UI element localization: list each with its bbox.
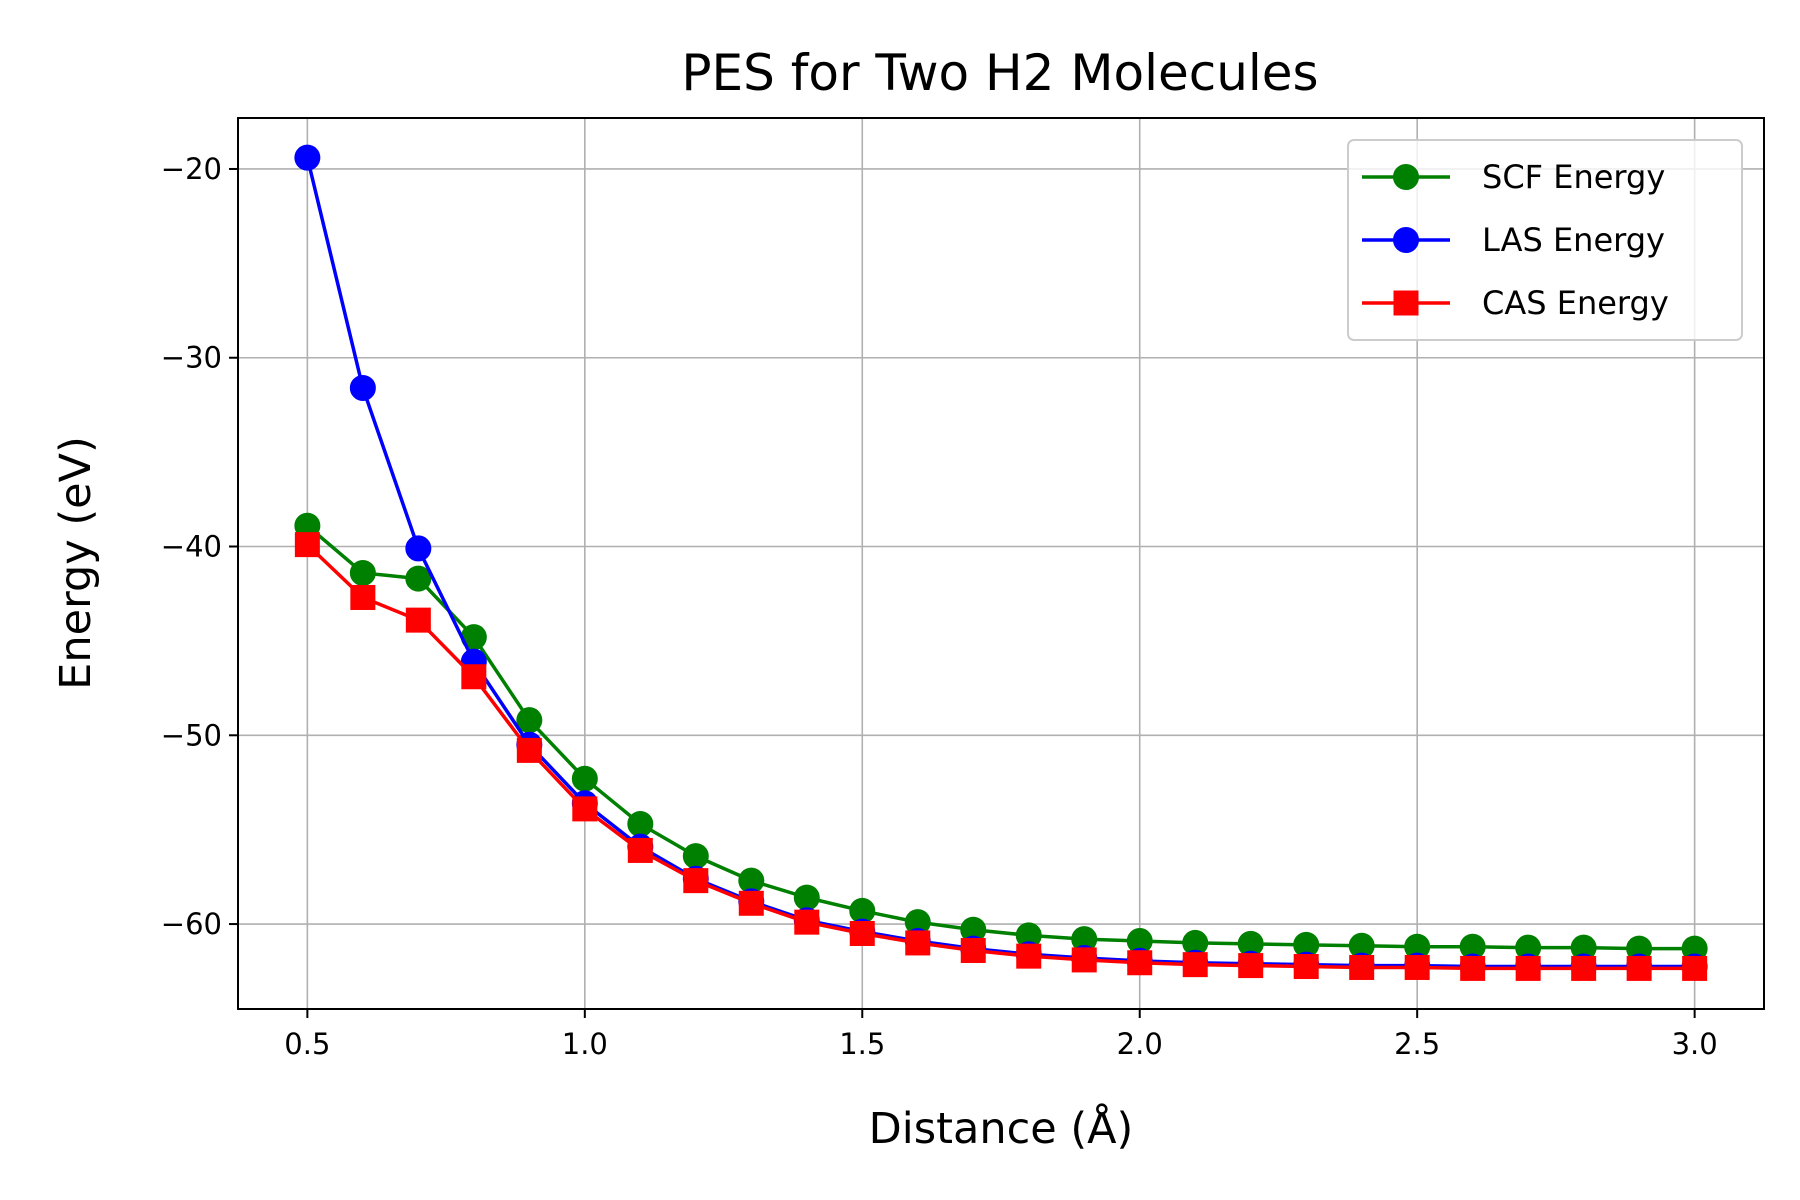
cas-energy-point	[1515, 955, 1541, 981]
y-tick-label: −60	[161, 907, 222, 941]
y-tick-label: −50	[161, 718, 222, 752]
y-axis-label: Energy (eV)	[51, 436, 101, 690]
cas-energy-point	[627, 837, 653, 863]
las-energy-point	[405, 535, 432, 562]
legend-entry-cas-energy: CAS Energy	[1362, 284, 1669, 322]
chart-title: PES for Two H2 Molecules	[681, 44, 1318, 102]
cas-energy-point	[849, 920, 875, 946]
cas-energy-line	[306, 543, 1695, 971]
x-tick-label: 2.0	[1117, 1027, 1163, 1061]
cas-energy-point	[1349, 954, 1375, 980]
x-tick-label: 3.0	[1672, 1027, 1718, 1061]
scf-energy-point	[349, 559, 376, 586]
x-tick-label: 1.5	[839, 1027, 885, 1061]
legend-entry-scf-energy: SCF Energy	[1362, 158, 1665, 196]
cas-energy-point	[905, 930, 931, 956]
las-energy-point	[349, 374, 376, 401]
y-tick-label: −20	[161, 152, 222, 186]
x-axis-label: Distance (Å)	[869, 1103, 1134, 1154]
cas-energy-point	[1238, 953, 1264, 979]
las-energy-point	[294, 144, 321, 171]
legend-frame	[1347, 139, 1743, 341]
cas-energy-point	[1016, 943, 1042, 969]
series-layer	[294, 144, 1708, 981]
cas-energy-point	[1404, 954, 1430, 980]
cas-energy-point	[516, 737, 542, 763]
legend-label: SCF Energy	[1482, 158, 1665, 196]
legend-marker	[1393, 227, 1419, 253]
y-tick-label: −40	[161, 530, 222, 564]
cas-energy-point	[960, 937, 986, 963]
scf-energy-series	[294, 512, 1708, 962]
cas-energy-point	[1626, 955, 1652, 981]
x-tick-label: 2.5	[1394, 1027, 1440, 1061]
legend-marker	[1393, 164, 1419, 190]
x-tick-label: 1.0	[562, 1027, 608, 1061]
y-tick-label: −30	[161, 341, 222, 375]
cas-energy-point	[1127, 950, 1153, 976]
cas-energy-point	[1460, 955, 1486, 981]
x-tick-label: 0.5	[284, 1027, 330, 1061]
scf-energy-point	[682, 843, 709, 870]
scf-energy-point	[793, 884, 820, 911]
cas-energy-point	[350, 584, 376, 610]
cas-energy-point	[461, 664, 487, 690]
cas-energy-series	[294, 532, 1708, 981]
cas-energy-point	[1682, 955, 1708, 981]
scf-energy-point	[571, 765, 598, 792]
legend-entries: SCF Energy LAS Energy CAS Energy	[1362, 158, 1669, 322]
cas-energy-point	[1182, 952, 1208, 978]
legend-label: LAS Energy	[1482, 221, 1665, 259]
cas-energy-point	[683, 868, 709, 894]
cas-energy-point	[738, 890, 764, 916]
cas-energy-point	[405, 607, 431, 633]
plot-frame	[237, 117, 1765, 1010]
scf-energy-line	[306, 524, 1695, 951]
tick-layer: 0.5 1.0 1.5 2.0 2.5 3.0 −20 −30 −40 −50 −60	[161, 152, 1718, 1061]
cas-energy-point	[1293, 954, 1319, 980]
cas-energy-point	[1571, 955, 1597, 981]
legend-marker	[1393, 290, 1419, 316]
legend: SCF Energy LAS Energy CAS Energy	[1347, 139, 1743, 341]
legend-label: CAS Energy	[1482, 284, 1669, 322]
scf-energy-point	[405, 565, 432, 592]
scf-energy-point	[627, 811, 654, 838]
legend-entry-las-energy: LAS Energy	[1362, 221, 1665, 259]
cas-energy-point	[294, 532, 320, 558]
cas-energy-point	[1071, 947, 1097, 973]
cas-energy-point	[572, 796, 598, 822]
cas-energy-point	[794, 909, 820, 935]
